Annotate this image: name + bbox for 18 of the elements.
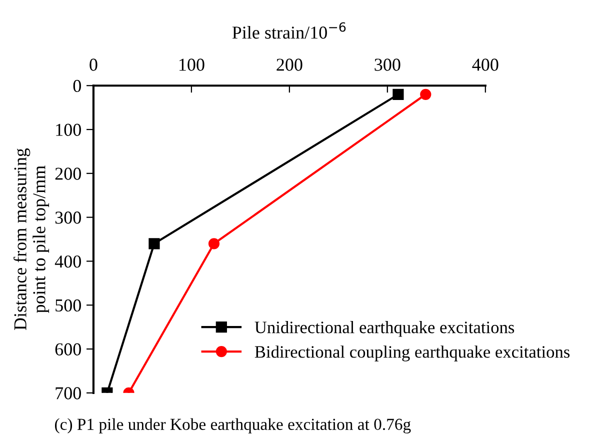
- text: (c) P1 pile under Kobe earthquake excitation at 0.76g: [55, 418, 411, 434]
- y-tick-label: 0: [73, 80, 81, 92]
- y-tick-label: 700: [56, 387, 81, 400]
- legend-label: Bidirectional coupling earthquake excitations: [254, 346, 570, 362]
- x-tick-label: 200: [276, 58, 302, 71]
- y-tick-label: 500: [56, 299, 81, 312]
- x-tick-label: 100: [180, 58, 204, 71]
- legend-label: Unidirectional earthquake excitations: [254, 321, 514, 337]
- y-axis-title: Distance from measuring point to pile top/mm: [14, 148, 50, 330]
- y-tick-label: 400: [54, 255, 81, 268]
- y-tick-label: 100: [56, 124, 81, 136]
- y-tick-label: 600: [55, 343, 81, 356]
- x-tick-label: 0: [90, 58, 98, 71]
- x-axis-title: Pile strain/10$^{−6}$: [232, 22, 346, 39]
- y-tick-label: 300: [55, 212, 81, 224]
- x-tick-label: 300: [374, 58, 400, 71]
- x-tick-label: 400: [472, 58, 498, 71]
- y-tick-label: 200: [55, 168, 81, 180]
